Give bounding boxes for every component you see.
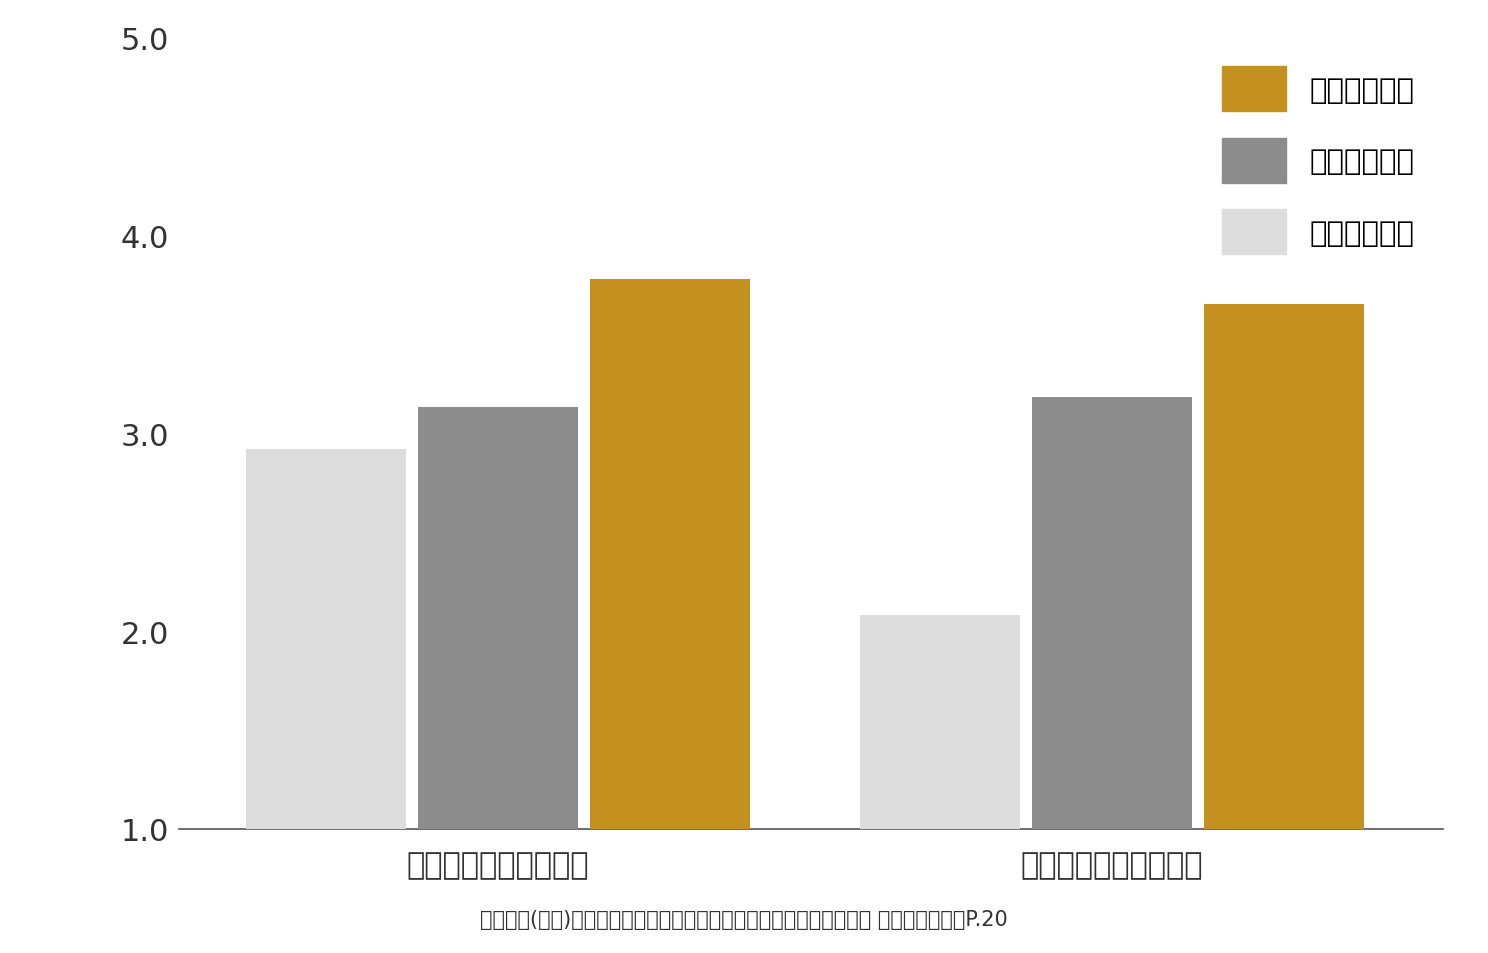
Bar [1033,398,1192,829]
Bar [1204,305,1363,829]
Bar [246,450,406,829]
Bar [589,279,750,829]
Legend: クリ厚突単板, 木目メラミン, 白色メラミン: クリ厚突単板, 木目メラミン, 白色メラミン [1207,52,1428,270]
Text: 【出典】(一社)日本住宅・木材技術センター編「内装木質化等の効果 実証事例集」、P.20: 【出典】(一社)日本住宅・木材技術センター編「内装木質化等の効果 実証事例集」、… [481,909,1007,929]
Bar [418,408,577,829]
Bar [860,616,1019,829]
